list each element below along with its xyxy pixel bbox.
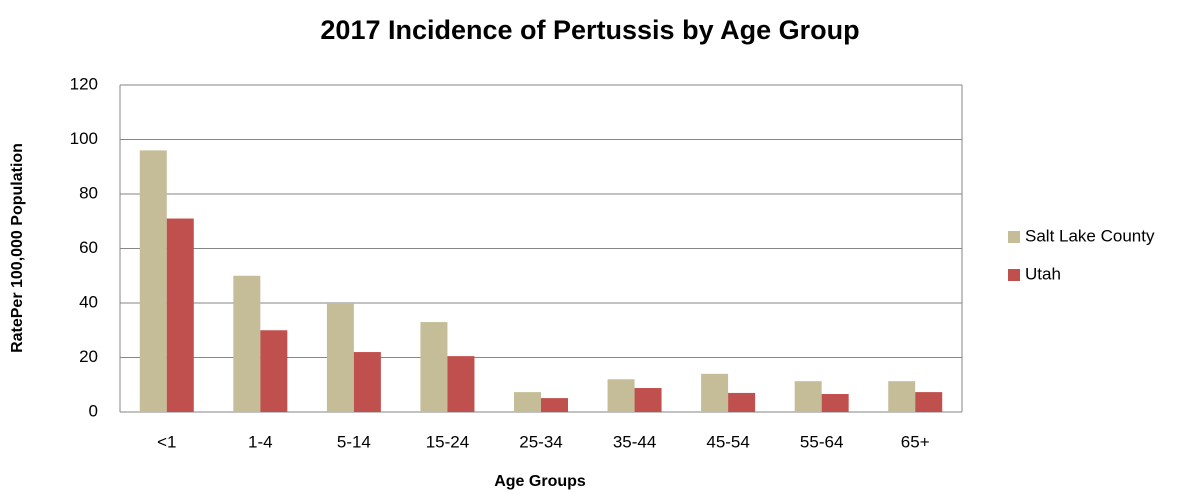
x-tick-label: <1 xyxy=(157,432,176,451)
x-tick-label: 35-44 xyxy=(613,432,656,451)
bar xyxy=(166,218,194,412)
legend-swatch xyxy=(1008,231,1020,243)
bar xyxy=(326,303,354,412)
bar xyxy=(701,373,729,412)
x-tick-label: 25-34 xyxy=(519,432,562,451)
chart-title: 2017 Incidence of Pertussis by Age Group xyxy=(320,15,859,45)
bar xyxy=(634,388,662,412)
legend-label: Salt Lake County xyxy=(1025,226,1155,245)
bar xyxy=(353,352,381,412)
y-tick-label: 120 xyxy=(70,74,98,93)
legend-label: Utah xyxy=(1025,264,1061,283)
bar xyxy=(821,394,849,412)
x-tick-label: 5-14 xyxy=(337,432,371,451)
bar xyxy=(260,330,288,412)
bar xyxy=(888,381,916,412)
x-tick-label: 15-24 xyxy=(426,432,469,451)
bar xyxy=(728,392,756,412)
bar xyxy=(233,275,261,412)
legend-swatch xyxy=(1008,269,1020,281)
y-tick-label: 100 xyxy=(70,129,98,148)
bar xyxy=(447,356,475,412)
bar xyxy=(420,322,448,412)
y-tick-label: 0 xyxy=(89,401,98,420)
y-tick-label: 40 xyxy=(79,292,98,311)
x-tick-label: 65+ xyxy=(901,432,930,451)
bar xyxy=(541,398,568,412)
x-tick-label: 1-4 xyxy=(248,432,273,451)
y-tick-label: 20 xyxy=(79,347,98,366)
x-tick-label: 55-64 xyxy=(800,432,843,451)
bar xyxy=(915,392,943,412)
bar xyxy=(607,379,635,412)
bar xyxy=(514,392,541,412)
y-tick-label: 60 xyxy=(79,238,98,257)
bar xyxy=(794,381,822,412)
bar xyxy=(139,150,167,412)
x-axis-label: Age Groups xyxy=(494,473,586,490)
y-tick-label: 80 xyxy=(79,183,98,202)
y-axis-label: RatePer 100,000 Population xyxy=(9,143,26,353)
x-tick-label: 45-54 xyxy=(706,432,749,451)
